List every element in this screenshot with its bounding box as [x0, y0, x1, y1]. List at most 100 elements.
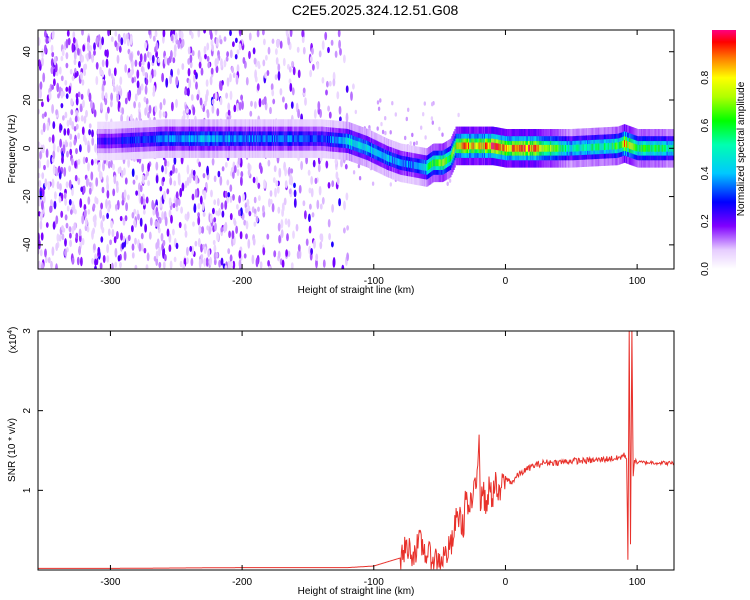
x-tick-label: 0 — [503, 276, 509, 287]
noise-speck — [282, 57, 286, 67]
noise-speck — [172, 202, 176, 209]
ridge-cell — [368, 145, 370, 153]
ridge-cell — [521, 144, 524, 152]
noise-speck — [273, 165, 277, 173]
noise-speck — [164, 254, 167, 262]
noise-speck — [257, 60, 261, 69]
ridge-cell — [634, 143, 636, 151]
noise-speck — [302, 87, 306, 94]
ridge-cell — [332, 136, 334, 144]
noise-speck — [354, 109, 357, 115]
noise-speck — [302, 46, 306, 55]
noise-speck — [39, 220, 43, 230]
noise-speck — [127, 158, 130, 168]
ridge-cell — [398, 158, 400, 166]
ridge-cell — [606, 143, 608, 150]
ridge-cell — [215, 135, 217, 143]
noise-speck — [301, 36, 305, 44]
ridge-cell — [290, 135, 292, 143]
ridge-cell — [346, 137, 349, 145]
ridge-cell — [226, 135, 229, 143]
noise-speck — [181, 182, 185, 192]
ridge-cell — [133, 136, 135, 144]
noise-speck — [44, 248, 47, 258]
noise-speck — [236, 64, 240, 73]
noise-speck — [106, 255, 110, 263]
noise-speck — [158, 246, 161, 257]
noise-speck — [227, 109, 231, 116]
noise-speck — [169, 176, 173, 186]
noise-speck — [229, 195, 233, 203]
ridge-cell — [164, 135, 167, 143]
noise-speck — [131, 252, 135, 259]
noise-speck — [72, 31, 76, 39]
ridge-cell — [357, 141, 359, 149]
noise-speck — [203, 45, 207, 55]
ridge-cell — [404, 160, 407, 168]
ridge-cell — [581, 144, 584, 152]
noise-speck — [337, 30, 341, 38]
ridge-cell — [620, 141, 623, 148]
ridge-cell — [408, 160, 410, 168]
ridge-cell — [145, 136, 148, 143]
ridge-cell — [519, 144, 522, 152]
ridge-cell — [330, 136, 332, 143]
ridge-cell — [621, 140, 624, 148]
noise-speck — [166, 57, 170, 66]
noise-speck — [119, 76, 123, 85]
noise-speck — [409, 141, 412, 146]
ridge-cell — [250, 135, 252, 143]
noise-speck — [206, 89, 209, 97]
noise-speck — [321, 40, 325, 51]
ridge-cell — [230, 135, 232, 143]
noise-speck — [41, 101, 44, 108]
noise-speck — [245, 233, 248, 240]
noise-speck — [277, 63, 281, 72]
noise-speck — [231, 66, 235, 73]
noise-speck — [241, 100, 244, 110]
noise-speck — [308, 213, 311, 223]
ridge-cell — [481, 142, 484, 150]
noise-speck — [78, 245, 81, 256]
noise-speck — [307, 169, 311, 176]
ridge-cell — [518, 144, 520, 152]
noise-speck — [66, 150, 69, 158]
noise-speck — [89, 45, 92, 52]
noise-speck — [106, 243, 109, 254]
noise-speck — [110, 73, 114, 79]
ridge-cell — [661, 144, 664, 152]
ridge-cell — [276, 135, 278, 143]
noise-speck — [227, 248, 231, 255]
noise-speck — [170, 214, 173, 224]
ridge-cell — [438, 159, 440, 167]
y-tick-label: 1 — [22, 487, 33, 493]
noise-speck — [51, 84, 54, 90]
noise-speck — [224, 200, 228, 210]
noise-speck — [438, 126, 441, 131]
ridge-cell — [262, 135, 264, 143]
noise-speck — [226, 196, 229, 204]
ridge-cell — [218, 135, 220, 143]
noise-speck — [64, 111, 68, 119]
ridge-cell — [377, 149, 379, 157]
noise-speck — [194, 240, 198, 247]
noise-speck — [56, 145, 60, 153]
ridge-cell — [439, 159, 441, 167]
noise-speck — [69, 232, 72, 239]
noise-speck — [257, 206, 260, 212]
noise-speck — [88, 128, 91, 136]
ridge-cell — [656, 144, 658, 152]
ridge-cell — [594, 143, 596, 151]
noise-speck — [215, 65, 219, 74]
colorbar-ticks: 0.0 0.2 0.4 0.6 0.8 — [700, 70, 711, 276]
noise-speck — [192, 74, 196, 83]
noise-speck — [204, 53, 207, 60]
noise-speck — [229, 30, 232, 37]
noise-speck — [384, 116, 387, 121]
noise-speck — [158, 261, 162, 269]
noise-speck — [182, 263, 186, 269]
ridge-cell — [650, 144, 652, 152]
ridge-cell — [113, 137, 115, 145]
noise-speck — [411, 132, 414, 138]
ridge-cell — [502, 144, 505, 152]
